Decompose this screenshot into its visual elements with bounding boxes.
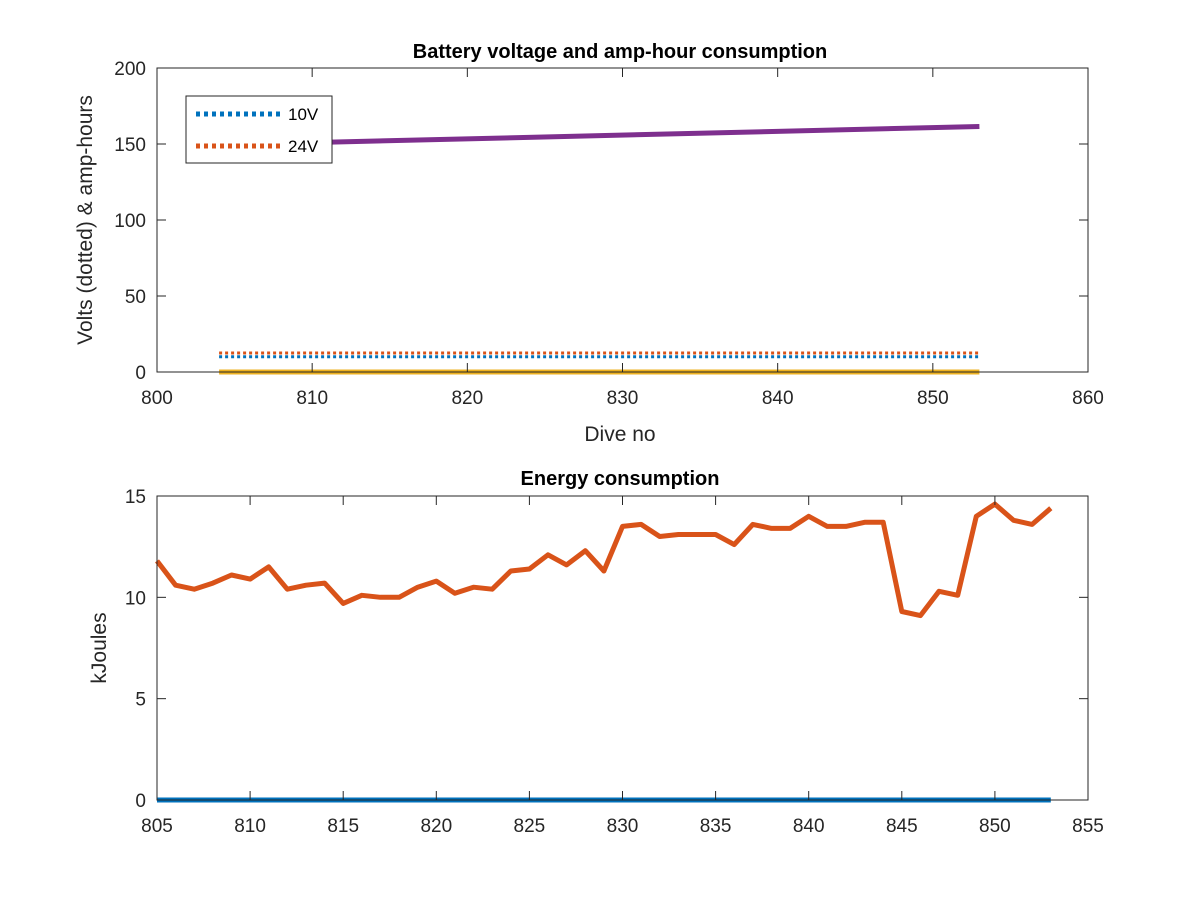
y-tick-label: 5 bbox=[135, 690, 146, 711]
x-tick-label: 810 bbox=[296, 388, 328, 409]
x-tick-label: 855 bbox=[1072, 816, 1104, 837]
x-tick-label: 850 bbox=[979, 816, 1011, 837]
x-tick-label: 820 bbox=[420, 816, 452, 837]
x-tick-label: 835 bbox=[700, 816, 732, 837]
x-tick-label: 830 bbox=[607, 388, 639, 409]
energy-consumption-chart: Energy consumption 805 810 815 820 825 830 835… bbox=[88, 468, 1104, 837]
x-tick-label: 840 bbox=[793, 816, 825, 837]
y-tick-label: 0 bbox=[135, 363, 146, 384]
x-tick-label: 860 bbox=[1072, 388, 1104, 409]
y-tick-label: 15 bbox=[125, 487, 146, 508]
x-tick-label: 810 bbox=[234, 816, 266, 837]
y-axis-label: kJoules bbox=[88, 612, 111, 683]
x-axis-label: Dive no bbox=[584, 423, 655, 446]
legend-label-24v: 24V bbox=[288, 137, 319, 156]
x-tick-label: 815 bbox=[327, 816, 359, 837]
y-tick-label: 50 bbox=[125, 287, 146, 308]
x-tick-label: 825 bbox=[514, 816, 546, 837]
x-tick-label: 850 bbox=[917, 388, 949, 409]
tick-group: 805 810 815 820 825 830 835 840 845 850 855 0 5 10 15 bbox=[125, 487, 1104, 837]
x-tick-label: 820 bbox=[451, 388, 483, 409]
legend-label-10v: 10V bbox=[288, 105, 319, 124]
y-tick-label: 10 bbox=[125, 588, 146, 609]
x-tick-label: 845 bbox=[886, 816, 918, 837]
tick-group: 800 810 820 830 840 850 860 0 50 100 150 200 bbox=[114, 59, 1104, 409]
y-axis-label: Volts (dotted) & amp-hours bbox=[74, 95, 97, 345]
chart-title: Battery voltage and amp-hour consumption bbox=[413, 41, 827, 63]
y-tick-label: 150 bbox=[114, 135, 146, 156]
y-tick-label: 100 bbox=[114, 211, 146, 232]
voltage-amp-hour-chart: Battery voltage and amp-hour consumption… bbox=[74, 41, 1104, 446]
y-tick-label: 200 bbox=[114, 59, 146, 80]
series-line-1 bbox=[155, 501, 1053, 619]
chart-title: Energy consumption bbox=[521, 468, 720, 490]
x-tick-label: 840 bbox=[762, 388, 794, 409]
legend: 10V 24V bbox=[185, 95, 333, 164]
x-tick-label: 800 bbox=[141, 388, 173, 409]
x-tick-label: 805 bbox=[141, 816, 173, 837]
y-tick-label: 0 bbox=[135, 791, 146, 812]
legend-box bbox=[185, 95, 333, 164]
series-line-4 bbox=[219, 124, 980, 148]
x-tick-label: 830 bbox=[607, 816, 639, 837]
